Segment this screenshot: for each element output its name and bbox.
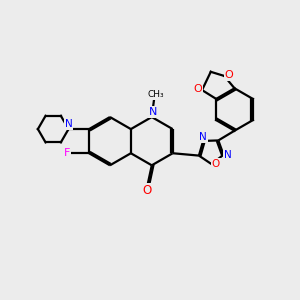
Text: O: O	[142, 184, 152, 197]
Text: N: N	[224, 150, 232, 160]
Text: CH₃: CH₃	[147, 90, 164, 99]
Text: O: O	[212, 159, 220, 169]
Text: O: O	[225, 70, 233, 80]
Text: O: O	[193, 84, 202, 94]
Text: N: N	[64, 119, 72, 129]
Text: CH₃: CH₃	[147, 90, 164, 99]
Text: N: N	[64, 119, 72, 129]
Text: N: N	[199, 132, 207, 142]
Text: O: O	[212, 159, 220, 169]
Text: F: F	[64, 148, 70, 158]
Text: O: O	[225, 70, 233, 80]
Text: O: O	[142, 185, 151, 195]
Text: N: N	[149, 107, 157, 117]
Text: O: O	[193, 84, 202, 94]
Text: F: F	[64, 148, 70, 158]
Text: N: N	[199, 132, 207, 142]
Text: N: N	[224, 150, 232, 160]
Text: N: N	[149, 107, 157, 117]
